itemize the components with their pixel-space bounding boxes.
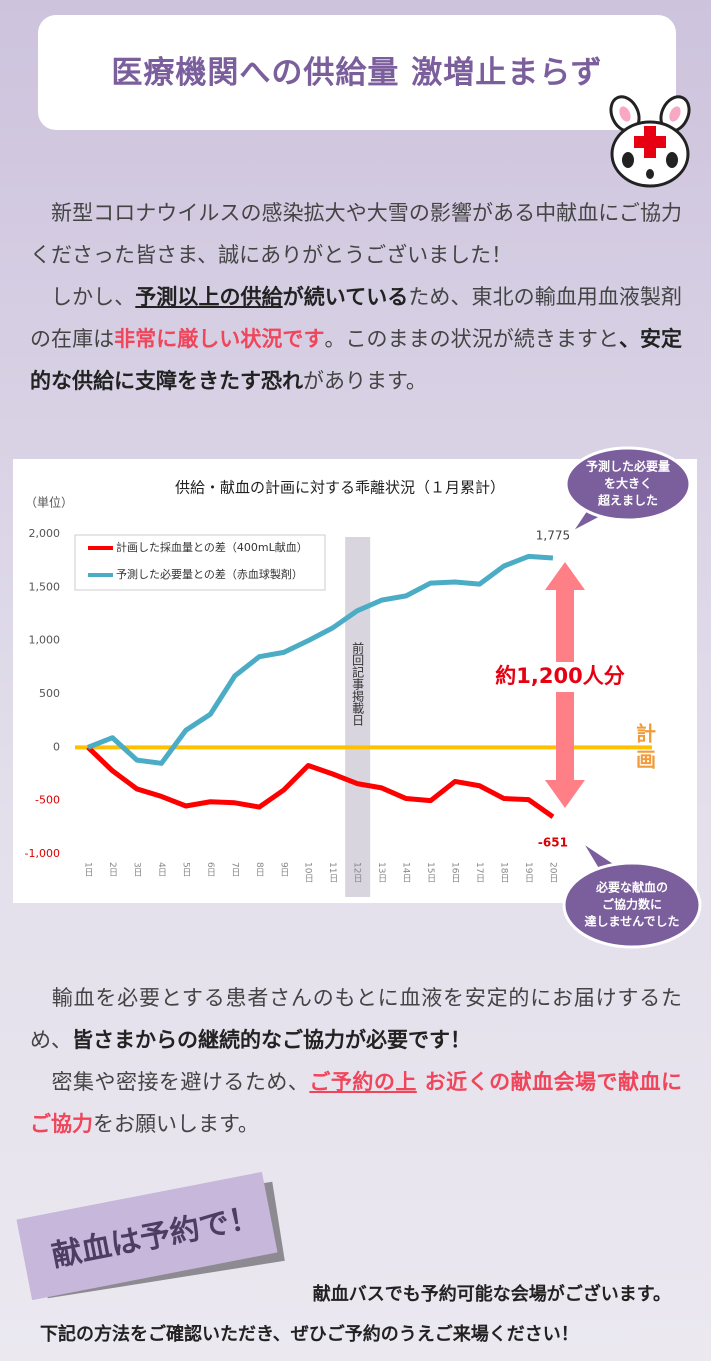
title-box: 医療機関への供給量 激増止まらず — [38, 15, 676, 130]
text-run: 予測以上の供給 — [135, 285, 283, 309]
y-tick-label: -1,000 — [25, 847, 60, 860]
gap-label: 約1,200人分 — [495, 664, 624, 688]
text-run: があります。 — [303, 369, 427, 393]
series-line — [87, 553, 554, 766]
x-tick-label: 3日 — [131, 862, 141, 877]
callout-text: 達しませんでした — [584, 914, 679, 929]
highlight-band — [345, 537, 371, 897]
note: 下記の方法をご確認いただき、ぜひご予約のうえご来場ください！ — [40, 1324, 579, 1345]
callout-text: 超えました — [597, 493, 658, 508]
x-tick-label: 4日 — [156, 862, 166, 877]
intro: 新型コロナウイルスの感染拡大や大雪の影響がある中献血にご協力くださった皆さま、誠… — [30, 192, 682, 402]
text-run: ご予約の上 — [309, 1070, 417, 1094]
text-run: お近くの献血会場で献血にご協力 — [30, 1070, 683, 1136]
y-tick-label: 1,500 — [29, 580, 61, 593]
text-run: 。このままの状況が続きますと — [324, 327, 619, 351]
paragraph: 新型コロナウイルスの感染拡大や大雪の影響がある中献血にご協力くださった皆さま、誠… — [30, 192, 682, 276]
y-tick-label: 0 — [53, 740, 60, 753]
text-run: 、安定的な供給に支障をきたす恐れ — [30, 327, 683, 393]
text-run: 密集や密接を避けるため、 — [30, 1070, 310, 1094]
text-run: ため、東北の輸血用血液製剤の在庫は — [30, 285, 683, 351]
paragraph: 輸血を必要とする患者さんのもとに血液を安定的にお届けするため、皆さまからの継続的… — [30, 977, 682, 1061]
callout-text: 必要な献血の — [595, 880, 668, 895]
note: 献血バスでも予約可能な会場がございます。 — [312, 1284, 671, 1305]
chart: 供給・献血の計画に対する乖離状況（１月累計） （単位） 前回記事掲載日 -1,000 -… — [13, 446, 702, 949]
x-tick-label: 12日 — [352, 862, 362, 882]
chart-title: 供給・献血の計画に対する乖離状況（１月累計） — [175, 479, 505, 497]
value-label: -651 — [538, 835, 568, 849]
x-tick-label: 9日 — [278, 862, 288, 877]
y-tick-label: -500 — [35, 794, 60, 807]
text-run: をお願いします。 — [93, 1112, 259, 1136]
text-run: 皆さまからの継続的なご協力が必要です！ — [72, 1028, 471, 1052]
series-line — [86, 745, 555, 819]
callout — [562, 861, 702, 949]
unit-label: （単位） — [25, 495, 73, 510]
x-tick-label: 2日 — [107, 862, 117, 877]
x-tick-label: 8日 — [254, 862, 264, 877]
x-tick-label: 17日 — [474, 862, 484, 882]
x-tick-label: 20日 — [547, 862, 557, 882]
legend-label: 予測した必要量との差（赤血球製剤） — [116, 567, 303, 581]
x-tick-label: 1日 — [83, 862, 93, 877]
y-tick-label: 500 — [39, 687, 60, 700]
closing: 輸血を必要とする患者さんのもとに血液を安定的にお届けするため、皆さまからの継続的… — [30, 977, 682, 1145]
text-run: が続いている — [282, 285, 409, 309]
legend-box — [74, 534, 326, 591]
x-tick-label: 19日 — [523, 862, 533, 882]
x-tick-label: 11日 — [327, 862, 337, 882]
y-tick-label: 1,000 — [29, 634, 61, 647]
x-tick-label: 10日 — [303, 862, 313, 882]
x-tick-label: 14日 — [401, 862, 411, 882]
callout-text: ご協力数に — [602, 897, 662, 912]
callout-text: を大きく — [604, 476, 652, 491]
plan-label: 計画 — [633, 722, 657, 775]
legend-label: 計画した採血量との差（400mL献血） — [116, 540, 308, 554]
text-run: しかし、 — [30, 285, 136, 309]
y-tick-label: 2,000 — [29, 527, 61, 540]
x-tick-label: 13日 — [376, 862, 386, 882]
text-run: 非常に厳しい状況です — [114, 327, 325, 351]
text-run: 輸血を必要とする患者さんのもとに血液を安定的にお届けするため、 — [30, 986, 682, 1052]
x-tick-label: 6日 — [205, 862, 215, 877]
x-tick-label: 7日 — [229, 862, 239, 877]
value-label: 1,775 — [536, 529, 570, 543]
x-tick-label: 15日 — [425, 862, 435, 882]
callout — [564, 446, 692, 522]
callout-text: 予測した必要量 — [586, 459, 670, 474]
gap-label-bg — [484, 662, 636, 692]
mascot — [609, 95, 691, 188]
title: 医療機関への供給量 激増止まらず — [111, 55, 603, 91]
paragraph: 密集や密接を避けるため、ご予約の上 お近くの献血会場で献血にご協力をお願いします… — [30, 1061, 682, 1145]
x-tick-label: 18日 — [498, 862, 508, 882]
band-label: 前回記事掲載日 — [351, 641, 365, 726]
x-tick-label: 5日 — [180, 862, 190, 877]
paragraph: しかし、予測以上の供給が続いているため、東北の輸血用血液製剤の在庫は非常に厳しい… — [30, 276, 682, 402]
text-run: 新型コロナウイルスの感染拡大や大雪の影響がある中献血にご協力くださった皆さま、誠… — [30, 201, 682, 267]
x-tick-label: 16日 — [450, 862, 460, 882]
